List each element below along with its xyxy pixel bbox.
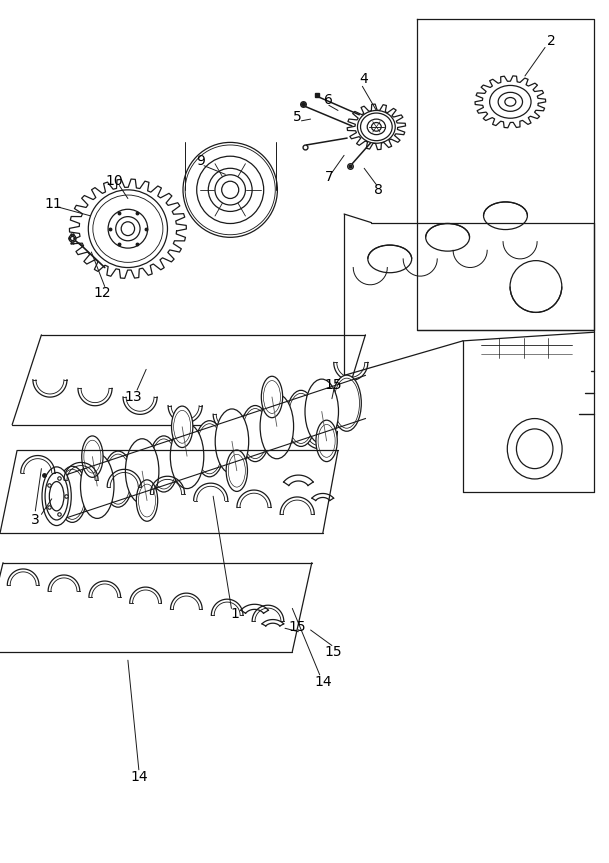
Ellipse shape — [58, 466, 87, 522]
Text: 4: 4 — [360, 72, 368, 86]
Text: 7: 7 — [325, 170, 333, 184]
Text: 15: 15 — [325, 646, 342, 659]
Ellipse shape — [82, 436, 103, 477]
Ellipse shape — [80, 454, 114, 519]
Text: 1: 1 — [230, 608, 239, 621]
Text: 9: 9 — [197, 154, 205, 167]
Text: 14: 14 — [314, 675, 331, 689]
Ellipse shape — [104, 451, 133, 507]
Ellipse shape — [136, 480, 158, 521]
Ellipse shape — [241, 406, 270, 462]
Ellipse shape — [261, 376, 283, 418]
Ellipse shape — [286, 390, 315, 446]
Ellipse shape — [125, 438, 159, 503]
Ellipse shape — [316, 420, 337, 462]
Text: 14: 14 — [130, 770, 147, 784]
Ellipse shape — [149, 436, 178, 492]
Text: 11: 11 — [44, 197, 63, 211]
Text: 13: 13 — [124, 390, 141, 404]
Text: 15: 15 — [325, 378, 342, 392]
Ellipse shape — [260, 394, 294, 459]
Ellipse shape — [171, 424, 204, 488]
Text: 6: 6 — [325, 93, 333, 107]
Text: 3: 3 — [31, 513, 40, 526]
Ellipse shape — [215, 409, 248, 474]
Ellipse shape — [226, 450, 247, 491]
Ellipse shape — [332, 375, 361, 432]
Ellipse shape — [305, 379, 339, 444]
Text: 10: 10 — [106, 174, 123, 188]
Text: 12: 12 — [94, 287, 111, 300]
Text: 2: 2 — [547, 35, 555, 48]
Ellipse shape — [42, 467, 71, 526]
Ellipse shape — [172, 406, 193, 448]
Text: 15: 15 — [289, 620, 306, 633]
Text: 8: 8 — [375, 183, 383, 197]
Text: 5: 5 — [293, 110, 301, 124]
Ellipse shape — [195, 421, 224, 476]
